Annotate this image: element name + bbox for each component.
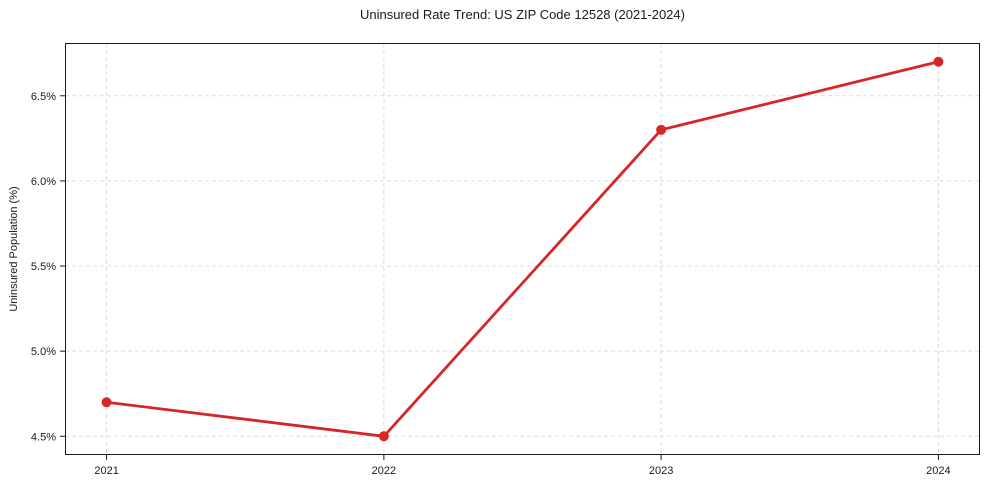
y-tick-label: 4.5% — [31, 431, 56, 443]
data-point-marker — [378, 431, 389, 442]
chart-title: Uninsured Rate Trend: US ZIP Code 12528 … — [360, 7, 685, 22]
plot-area: 4.5% 5.0% 5.5% 6.0% 6.5% 2021 2022 2023 2024 — [31, 43, 980, 477]
line-chart-svg: 4.5% 5.0% 5.5% 6.0% 6.5% 2021 2022 2023 2024 — [31, 43, 980, 477]
data-point-marker — [933, 56, 944, 67]
y-tick-label: 6.0% — [31, 176, 56, 188]
x-tick-label: 2024 — [926, 465, 950, 477]
data-point-marker — [656, 124, 667, 135]
y-tick-label: 5.5% — [31, 261, 56, 273]
data-point-marker — [101, 397, 112, 408]
x-tick-label: 2022 — [372, 465, 396, 477]
x-tick-label: 2021 — [94, 465, 118, 477]
y-tick-label: 6.5% — [31, 91, 56, 103]
y-axis-label: Uninsured Population (%) — [8, 186, 20, 312]
y-tick-label: 5.0% — [31, 346, 56, 358]
plot-frame — [65, 43, 980, 455]
x-tick-label: 2023 — [649, 465, 673, 477]
trend-line — [105, 60, 940, 438]
